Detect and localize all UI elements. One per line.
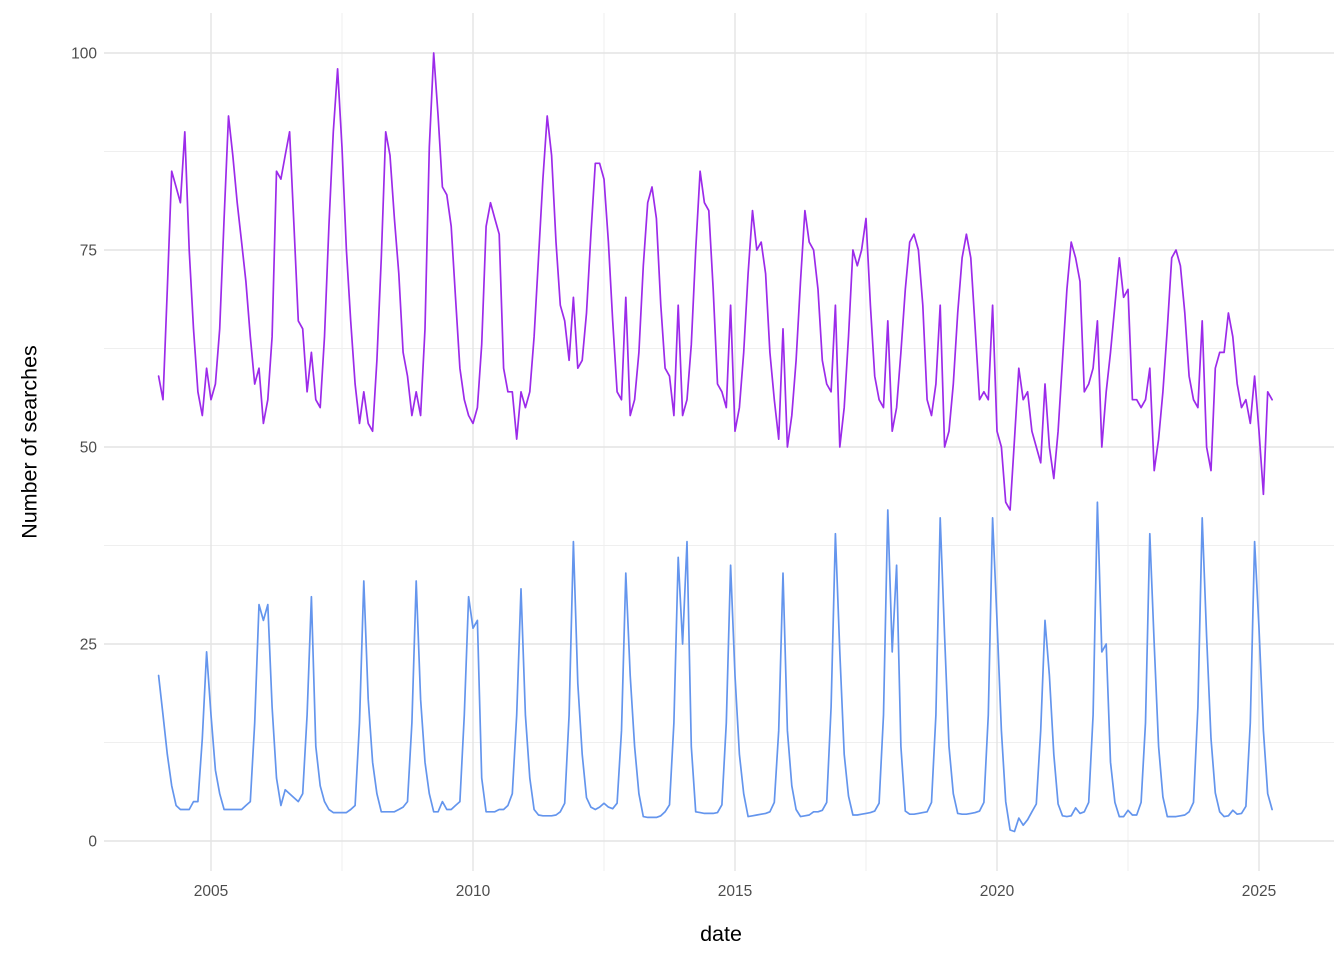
y-tick-label: 25 — [80, 637, 97, 654]
data-line-series-2-blue — [157, 501, 1273, 833]
x-tick-label: 2015 — [718, 883, 752, 900]
x-tick-label: 2005 — [194, 883, 228, 900]
y-tick-label: 50 — [80, 440, 98, 457]
y-axis-title: Number of searches — [17, 345, 42, 539]
y-tick-label: 100 — [71, 46, 97, 63]
y-tick-label: 0 — [88, 834, 97, 851]
x-tick-label: 2025 — [1242, 883, 1276, 900]
data-line-series-1-purple — [157, 52, 1273, 511]
x-tick-label: 2020 — [980, 883, 1015, 900]
x-axis-title: date — [700, 922, 742, 946]
y-tick-label: 75 — [80, 243, 97, 260]
x-tick-label: 2010 — [456, 883, 491, 900]
